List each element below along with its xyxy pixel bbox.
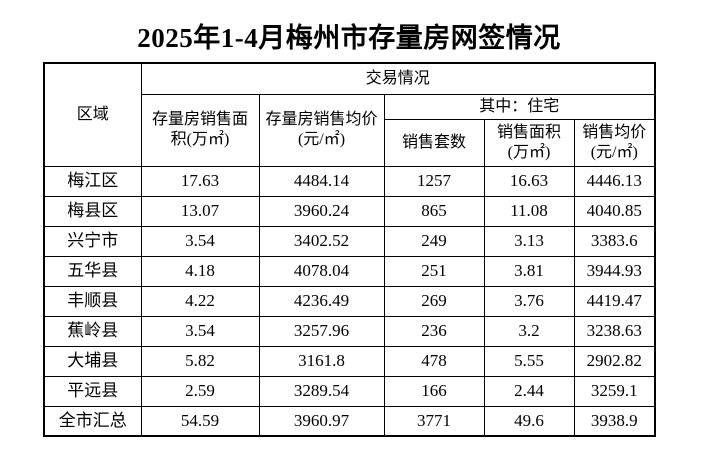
table-row: 全市汇总 54.59 3960.97 3771 49.6 3938.9 (43, 405, 656, 437)
res-area-cell: 3.2 (483, 315, 575, 347)
stock-price-cell: 3161.8 (258, 345, 385, 377)
units-sold-cell: 269 (383, 285, 485, 317)
units-sold-cell: 249 (383, 225, 485, 257)
res-price-cell: 4446.13 (573, 165, 656, 197)
stock-area-cell: 13.07 (140, 195, 260, 227)
region-cell: 全市汇总 (43, 405, 142, 437)
region-cell: 五华县 (43, 255, 142, 287)
res-area-cell: 3.13 (483, 225, 575, 257)
stock-area-cell: 4.22 (140, 285, 260, 317)
stock-price-cell: 4236.49 (258, 285, 385, 317)
region-cell: 大埔县 (43, 345, 142, 377)
stock-area-cell: 17.63 (140, 165, 260, 197)
stock-area-cell: 5.82 (140, 345, 260, 377)
region-cell: 梅县区 (43, 195, 142, 227)
res-price-cell: 2902.82 (573, 345, 656, 377)
header-stock-price-cell: 存量房销售均价 (元/㎡) (258, 93, 385, 167)
header-residential-cell: 其中：住宅 (383, 93, 656, 120)
stock-price-cell: 3289.54 (258, 375, 385, 407)
table-row: 大埔县 5.82 3161.8 478 5.55 2902.82 (43, 345, 656, 377)
header-units-cell: 销售套数 (383, 118, 485, 167)
units-sold-cell: 251 (383, 255, 485, 287)
res-price-cell: 3944.93 (573, 255, 656, 287)
page-title: 2025年1-4月梅州市存量房网签情况 (137, 23, 561, 53)
res-area-cell: 49.6 (483, 405, 575, 437)
stock-price-cell: 4078.04 (258, 255, 385, 287)
region-cell: 梅江区 (43, 165, 142, 197)
header-res-area-cell: 销售面积 (万㎡) (483, 118, 575, 167)
stock-area-cell: 3.54 (140, 225, 260, 257)
header-transaction-cell: 交易情况 (140, 62, 656, 95)
header-region-cell: 区域 (43, 62, 142, 167)
units-sold-cell: 1257 (383, 165, 485, 197)
units-sold-cell: 865 (383, 195, 485, 227)
header-row-3: 销售套数 销售面积 (万㎡) 销售均价 (元/㎡) (44, 118, 656, 167)
table-row: 梅县区 13.07 3960.24 865 11.08 4040.85 (43, 195, 656, 227)
units-sold-cell: 3771 (383, 405, 485, 437)
res-price-cell: 3259.1 (573, 375, 656, 407)
stock-price-cell: 3960.97 (258, 405, 385, 437)
res-area-cell: 16.63 (483, 165, 575, 197)
res-price-cell: 3938.9 (573, 405, 656, 437)
header-row-2: 存量房销售面 积(万㎡) 存量房销售均价 (元/㎡) 其中：住宅 (44, 93, 656, 167)
res-area-cell: 2.44 (483, 375, 575, 407)
stock-price-cell: 4484.14 (258, 165, 385, 197)
signings-table: 区域 交易情况 存量房销售面 积(万㎡) 存量房销售均价 (元/㎡) 其中：住宅… (43, 62, 656, 437)
units-sold-cell: 166 (383, 375, 485, 407)
res-area-cell: 11.08 (483, 195, 575, 227)
res-price-cell: 4040.85 (573, 195, 656, 227)
table-row: 蕉岭县 3.54 3257.96 236 3.2 3238.63 (43, 315, 656, 347)
table-row: 梅江区 17.63 4484.14 1257 16.63 4446.13 (43, 165, 656, 197)
stock-area-cell: 2.59 (140, 375, 260, 407)
res-price-cell: 3238.63 (573, 315, 656, 347)
region-cell: 兴宁市 (43, 225, 142, 257)
region-cell: 平远县 (43, 375, 142, 407)
table-row: 兴宁市 3.54 3402.52 249 3.13 3383.6 (43, 225, 656, 257)
header-res-price-cell: 销售均价 (元/㎡) (573, 118, 656, 167)
region-cell: 蕉岭县 (43, 315, 142, 347)
res-price-cell: 4419.47 (573, 285, 656, 317)
res-area-cell: 3.81 (483, 255, 575, 287)
table-row: 五华县 4.18 4078.04 251 3.81 3944.93 (43, 255, 656, 287)
stock-area-cell: 3.54 (140, 315, 260, 347)
stock-area-cell: 54.59 (140, 405, 260, 437)
res-area-cell: 5.55 (483, 345, 575, 377)
header-row-1: 区域 交易情况 (43, 62, 656, 167)
stock-area-cell: 4.18 (140, 255, 260, 287)
res-area-cell: 3.76 (483, 285, 575, 317)
stock-price-cell: 3960.24 (258, 195, 385, 227)
stock-price-cell: 3257.96 (258, 315, 385, 347)
units-sold-cell: 478 (383, 345, 485, 377)
stock-price-cell: 3402.52 (258, 225, 385, 257)
header-stock-area-cell: 存量房销售面 积(万㎡) (140, 93, 260, 167)
table-row: 丰顺县 4.22 4236.49 269 3.76 4419.47 (43, 285, 656, 317)
units-sold-cell: 236 (383, 315, 485, 347)
table-row: 平远县 2.59 3289.54 166 2.44 3259.1 (43, 375, 656, 407)
region-cell: 丰顺县 (43, 285, 142, 317)
res-price-cell: 3383.6 (573, 225, 656, 257)
